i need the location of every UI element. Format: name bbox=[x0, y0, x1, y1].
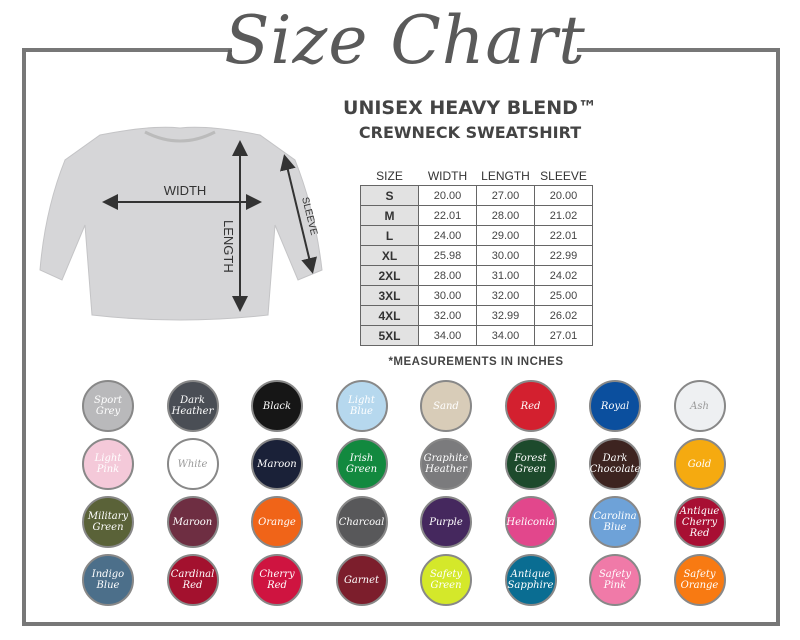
measurement-cell: 24.02 bbox=[534, 265, 593, 286]
length-label: LENGTH bbox=[221, 220, 236, 273]
size-cell: 2XL bbox=[360, 265, 419, 286]
color-swatch: Sand bbox=[420, 380, 472, 432]
product-type: CREWNECK SWEATSHIRT bbox=[358, 123, 582, 142]
sweatshirt-shape bbox=[39, 126, 323, 321]
measurement-cell: 22.01 bbox=[418, 205, 477, 226]
table-row: S 20.00 27.00 20.00 bbox=[360, 185, 593, 206]
table-row: 5XL 34.00 34.00 27.01 bbox=[360, 325, 593, 346]
measurement-cell: 25.00 bbox=[534, 285, 593, 306]
column-header: SLEEVE bbox=[540, 168, 587, 183]
measurement-cell: 30.00 bbox=[418, 285, 477, 306]
measurement-cell: 27.00 bbox=[476, 185, 535, 206]
column-header: SIZE bbox=[376, 168, 403, 183]
measurement-cell: 32.99 bbox=[476, 305, 535, 326]
size-cell: 5XL bbox=[360, 325, 419, 346]
color-swatch: Garnet bbox=[335, 554, 388, 606]
measurement-cell: 28.00 bbox=[476, 205, 535, 226]
color-swatch: Royal bbox=[589, 380, 641, 432]
color-swatch: Antique Sapphire bbox=[504, 554, 557, 606]
color-swatch: Charcoal bbox=[335, 496, 388, 548]
measurement-cell: 34.00 bbox=[418, 325, 477, 346]
measurement-cell: 34.00 bbox=[476, 325, 535, 346]
size-cell: M bbox=[360, 205, 419, 226]
measurement-note: *MEASUREMENTS IN INCHES bbox=[388, 356, 564, 368]
measurement-cell: 22.01 bbox=[534, 225, 593, 246]
table-row: 3XL 30.00 32.00 25.00 bbox=[360, 285, 593, 306]
color-swatch: Indigo Blue bbox=[82, 554, 134, 606]
size-cell: S bbox=[360, 185, 419, 206]
color-swatch: Safety Orange bbox=[673, 554, 726, 606]
measurement-cell: 21.02 bbox=[534, 205, 593, 226]
color-swatch: Graphite Heather bbox=[420, 438, 472, 490]
measurement-cell: 25.98 bbox=[418, 245, 477, 266]
color-swatch: White bbox=[166, 438, 219, 490]
table-row: 4XL 32.00 32.99 26.02 bbox=[360, 305, 593, 326]
color-swatch: Light Pink bbox=[82, 438, 134, 490]
color-swatch: Forest Green bbox=[504, 438, 557, 490]
measurement-cell: 27.01 bbox=[534, 325, 593, 346]
table-row: M 22.01 28.00 21.02 bbox=[360, 205, 593, 226]
color-swatch: Maroon bbox=[251, 438, 303, 490]
color-swatch: Red bbox=[504, 380, 557, 432]
table-row: 2XL 28.00 31.00 24.02 bbox=[360, 265, 593, 286]
color-swatch: Safety Pink bbox=[589, 554, 641, 606]
color-swatch: Light Blue bbox=[335, 380, 388, 432]
measurement-cell: 32.00 bbox=[418, 305, 477, 326]
measurement-cell: 29.00 bbox=[476, 225, 535, 246]
sweatshirt-diagram: WIDTH LENGTH SLEEVE bbox=[39, 126, 323, 321]
measurement-cell: 28.00 bbox=[418, 265, 477, 286]
measurement-cell: 20.00 bbox=[418, 185, 477, 206]
width-label: WIDTH bbox=[164, 183, 207, 198]
color-swatch: Black bbox=[251, 380, 303, 432]
size-cell: 4XL bbox=[360, 305, 419, 326]
measurement-cell: 22.99 bbox=[534, 245, 593, 266]
column-header: LENGTH bbox=[481, 168, 530, 183]
product-line: UNISEX HEAVY BLEND™ bbox=[343, 97, 597, 119]
measurement-cell: 24.00 bbox=[418, 225, 477, 246]
column-header: WIDTH bbox=[427, 168, 468, 183]
color-swatch: Safety Green bbox=[420, 554, 472, 606]
frame-gap bbox=[232, 40, 577, 56]
color-swatch: Maroon bbox=[166, 496, 219, 548]
sleeve-arrow bbox=[280, 154, 317, 274]
size-table: SIZE WIDTH LENGTH SLEEVE S 20.00 27.00 20.00 M 2… bbox=[360, 166, 593, 346]
size-cell: XL bbox=[360, 245, 419, 266]
color-swatch: Carolina Blue bbox=[589, 496, 641, 548]
measurement-cell: 30.00 bbox=[476, 245, 535, 266]
measurement-cell: 26.02 bbox=[534, 305, 593, 326]
table-row: XL 25.98 30.00 22.99 bbox=[360, 245, 593, 266]
color-swatch: Cardinal Red bbox=[166, 554, 219, 606]
size-cell: L bbox=[360, 225, 419, 246]
size-cell: 3XL bbox=[360, 285, 419, 306]
color-swatch: Ash bbox=[673, 380, 726, 432]
color-swatch: Dark Chocolate bbox=[589, 438, 641, 490]
color-swatch: Purple bbox=[420, 496, 472, 548]
color-swatch: Heliconia bbox=[504, 496, 557, 548]
table-row: L 24.00 29.00 22.01 bbox=[360, 225, 593, 246]
color-swatch: Dark Heather bbox=[166, 380, 219, 432]
color-swatch: Sport Grey bbox=[82, 380, 134, 432]
measurement-cell: 32.00 bbox=[476, 285, 535, 306]
color-swatch: Orange bbox=[251, 496, 303, 548]
page-title: Size Chart bbox=[224, 2, 586, 79]
color-swatch: Gold bbox=[673, 438, 726, 490]
color-swatch: Cherry Red bbox=[251, 554, 303, 606]
color-swatch: Military Green bbox=[82, 496, 134, 548]
color-swatch: Irish Green bbox=[335, 438, 388, 490]
color-swatch: Antique Cherry Red bbox=[673, 496, 726, 548]
measurement-cell: 31.00 bbox=[476, 265, 535, 286]
measurement-cell: 20.00 bbox=[534, 185, 593, 206]
